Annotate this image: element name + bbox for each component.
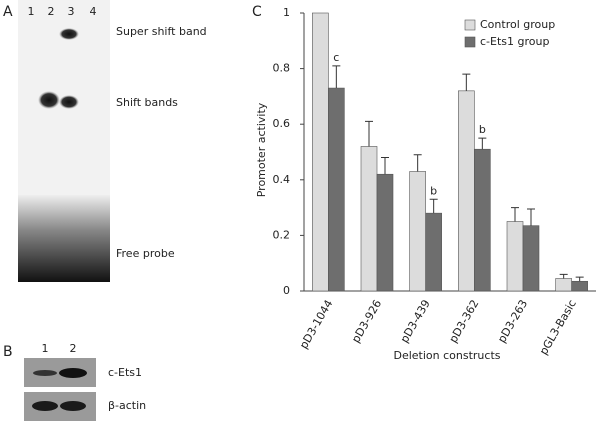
legend-label: Control group: [480, 18, 555, 31]
error-bar: [413, 154, 422, 172]
bar: [409, 171, 426, 292]
bar: [376, 173, 394, 292]
panel-label: A: [3, 4, 13, 20]
legend-swatch: [464, 19, 476, 31]
panel-label: C: [252, 4, 262, 20]
bar: [458, 90, 475, 292]
x-axis-label: Deletion constructs: [393, 349, 500, 362]
bar: [522, 225, 540, 292]
significance-label: b: [479, 123, 486, 136]
band-label: Super shift band: [116, 25, 207, 38]
bar: [312, 12, 329, 292]
lane-label: 4: [90, 5, 97, 18]
y-tick-label: 0: [283, 284, 290, 297]
bar: [571, 280, 588, 292]
blot-band: [60, 401, 86, 411]
y-axis-label: Promoter activity: [255, 102, 268, 197]
blot-band: [33, 370, 57, 376]
band-label: Shift bands: [116, 96, 178, 109]
legend-label: c-Ets1 group: [480, 35, 549, 48]
lane-label: 2: [48, 5, 55, 18]
y-tick-label: 1: [283, 6, 290, 19]
x-tick-label: pGL3-Basic: [537, 298, 579, 358]
y-tick-label: 0.4: [273, 173, 291, 186]
error-bar: [462, 73, 471, 91]
error-bar: [575, 276, 584, 282]
band-label: Free probe: [116, 247, 175, 260]
error-bar: [559, 273, 568, 279]
bar: [425, 212, 442, 292]
y-tick-label: 0.2: [273, 228, 291, 241]
significance-label: b: [430, 184, 437, 197]
blot-band: [32, 401, 58, 411]
bar: [506, 221, 524, 292]
lane-label: 1: [42, 342, 49, 355]
bar: [328, 87, 345, 292]
error-bar: [332, 65, 341, 89]
gel-band: [59, 95, 79, 109]
panel-label: B: [3, 344, 13, 360]
significance-label: c: [333, 51, 339, 64]
y-tick-label: 0.8: [273, 62, 291, 75]
error-bar: [429, 198, 438, 214]
error-bar: [527, 208, 535, 226]
y-tick-label: 0.6: [273, 117, 291, 130]
lane-label: 3: [68, 5, 75, 18]
error-bar: [381, 157, 389, 175]
error-bar: [478, 137, 487, 150]
bar: [555, 278, 572, 292]
x-tick-label: pD3-1044: [297, 298, 335, 352]
error-bar: [511, 207, 519, 222]
x-tick-label: pD3-439: [398, 298, 433, 346]
x-tick-label: pD3-926: [349, 298, 384, 346]
bar: [360, 146, 378, 292]
free-probe-smear: [18, 195, 110, 282]
lane-label: 2: [70, 342, 77, 355]
gel-band: [59, 28, 79, 40]
row-label: β-actin: [108, 399, 146, 412]
legend-swatch: [464, 36, 476, 48]
blot-band: [59, 368, 87, 378]
x-tick-label: pD3-263: [495, 298, 530, 346]
lane-label: 1: [28, 5, 35, 18]
bar: [474, 148, 491, 292]
row-label: c-Ets1: [108, 366, 142, 379]
x-tick-label: pD3-362: [447, 298, 482, 346]
error-bar: [365, 120, 373, 147]
gel-band: [38, 91, 60, 109]
